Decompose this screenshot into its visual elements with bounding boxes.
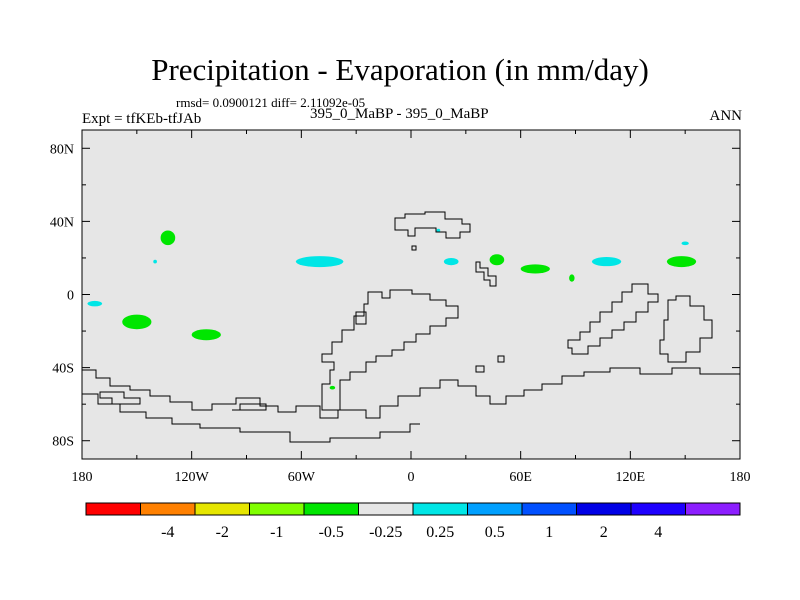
region-12 — [153, 259, 157, 264]
y-tick-label-0: 80N — [50, 142, 74, 157]
colorbar-label-2: -1 — [270, 524, 283, 541]
colorbar: -4 -2 -1 -0.5 -0.25 0.25 0.5 1 2 4 — [85, 502, 741, 541]
region-13 — [436, 228, 441, 233]
region-1 — [122, 314, 152, 330]
y-tick-label-4: 80S — [52, 435, 74, 450]
x-tick-label-6: 180 — [730, 470, 751, 485]
colorbar-swatch-11 — [685, 502, 741, 516]
coastline-islet-3 — [497, 355, 505, 363]
colorbar-swatch-5 — [358, 502, 414, 516]
coastline-caspian — [475, 261, 497, 287]
coastline-mediterranean — [411, 245, 417, 251]
coastline-asia-arc — [567, 283, 659, 355]
region-14 — [681, 241, 689, 246]
colorbar-swatch-8 — [521, 502, 577, 516]
y-tick-label-1: 40N — [50, 215, 74, 230]
region-11 — [87, 300, 103, 307]
colorbar-label-3: -0.5 — [319, 524, 344, 541]
region-6 — [569, 274, 575, 282]
colorbar-label-6: 0.5 — [485, 524, 505, 541]
colorbar-swatch-1 — [140, 502, 196, 516]
region-7 — [329, 385, 336, 390]
coastline-islet-2 — [475, 365, 485, 373]
colorbar-label-4: -0.25 — [369, 524, 402, 541]
colorbar-swatch-6 — [412, 502, 468, 516]
colorbar-swatch-9 — [576, 502, 632, 516]
y-tick-label-3: 40S — [52, 362, 74, 377]
coastlines — [82, 211, 740, 443]
colorbar-swatch-10 — [630, 502, 686, 516]
region-2 — [191, 329, 221, 341]
colorbar-label-0: -4 — [161, 524, 174, 541]
region-10 — [443, 257, 459, 266]
colorbar-label-8: 2 — [600, 524, 608, 541]
anomaly-regions — [87, 228, 697, 390]
region-4 — [520, 264, 550, 274]
colorbar-label-5: 0.25 — [426, 524, 454, 541]
stats-label: rmsd= 0.0900121 diff= 2.11092e-05 — [176, 95, 366, 110]
chart-title: Precipitation - Evaporation (in mm/day) — [151, 52, 649, 87]
colorbar-swatch-2 — [194, 502, 250, 516]
case-label: 395_0_MaBP - 395_0_MaBP — [310, 106, 489, 122]
x-tick-label-4: 60E — [509, 470, 532, 485]
colorbar-swatch-3 — [249, 502, 305, 516]
axis-ticks: 180 120W 60W 0 60E 120E 180 80N 40N 0 40S 80S — [50, 130, 751, 485]
x-tick-label-1: 120W — [175, 470, 210, 485]
x-tick-label-5: 120E — [616, 470, 646, 485]
colorbar-label-7: 1 — [545, 524, 553, 541]
season-label: ANN — [709, 108, 743, 124]
coastline-southern — [82, 367, 740, 419]
coastline-eurasia-north — [394, 211, 471, 239]
colorbar-label-9: 4 — [654, 524, 662, 541]
x-tick-label-3: 0 — [408, 470, 415, 485]
region-9 — [591, 257, 622, 267]
coastline-islet-1 — [355, 311, 367, 325]
region-5 — [666, 256, 697, 268]
experiment-label: Expt = tfKEb-tfJAb — [82, 111, 202, 127]
plot-background — [82, 130, 740, 459]
x-tick-label-0: 180 — [72, 470, 93, 485]
colorbar-swatch-0 — [85, 502, 141, 516]
coastline-weddell — [232, 403, 267, 411]
coastline-africa — [321, 289, 459, 411]
colorbar-swatch-7 — [467, 502, 523, 516]
region-0 — [160, 230, 176, 246]
coastline-southern-inner — [82, 393, 420, 443]
colorbar-label-1: -2 — [216, 524, 229, 541]
y-tick-label-2: 0 — [67, 289, 74, 304]
colorbar-swatch-4 — [303, 502, 359, 516]
region-3 — [489, 254, 505, 266]
coastline-ross — [99, 391, 141, 405]
x-tick-label-2: 60W — [288, 470, 316, 485]
coastline-australia — [659, 295, 713, 363]
region-8 — [295, 256, 344, 268]
